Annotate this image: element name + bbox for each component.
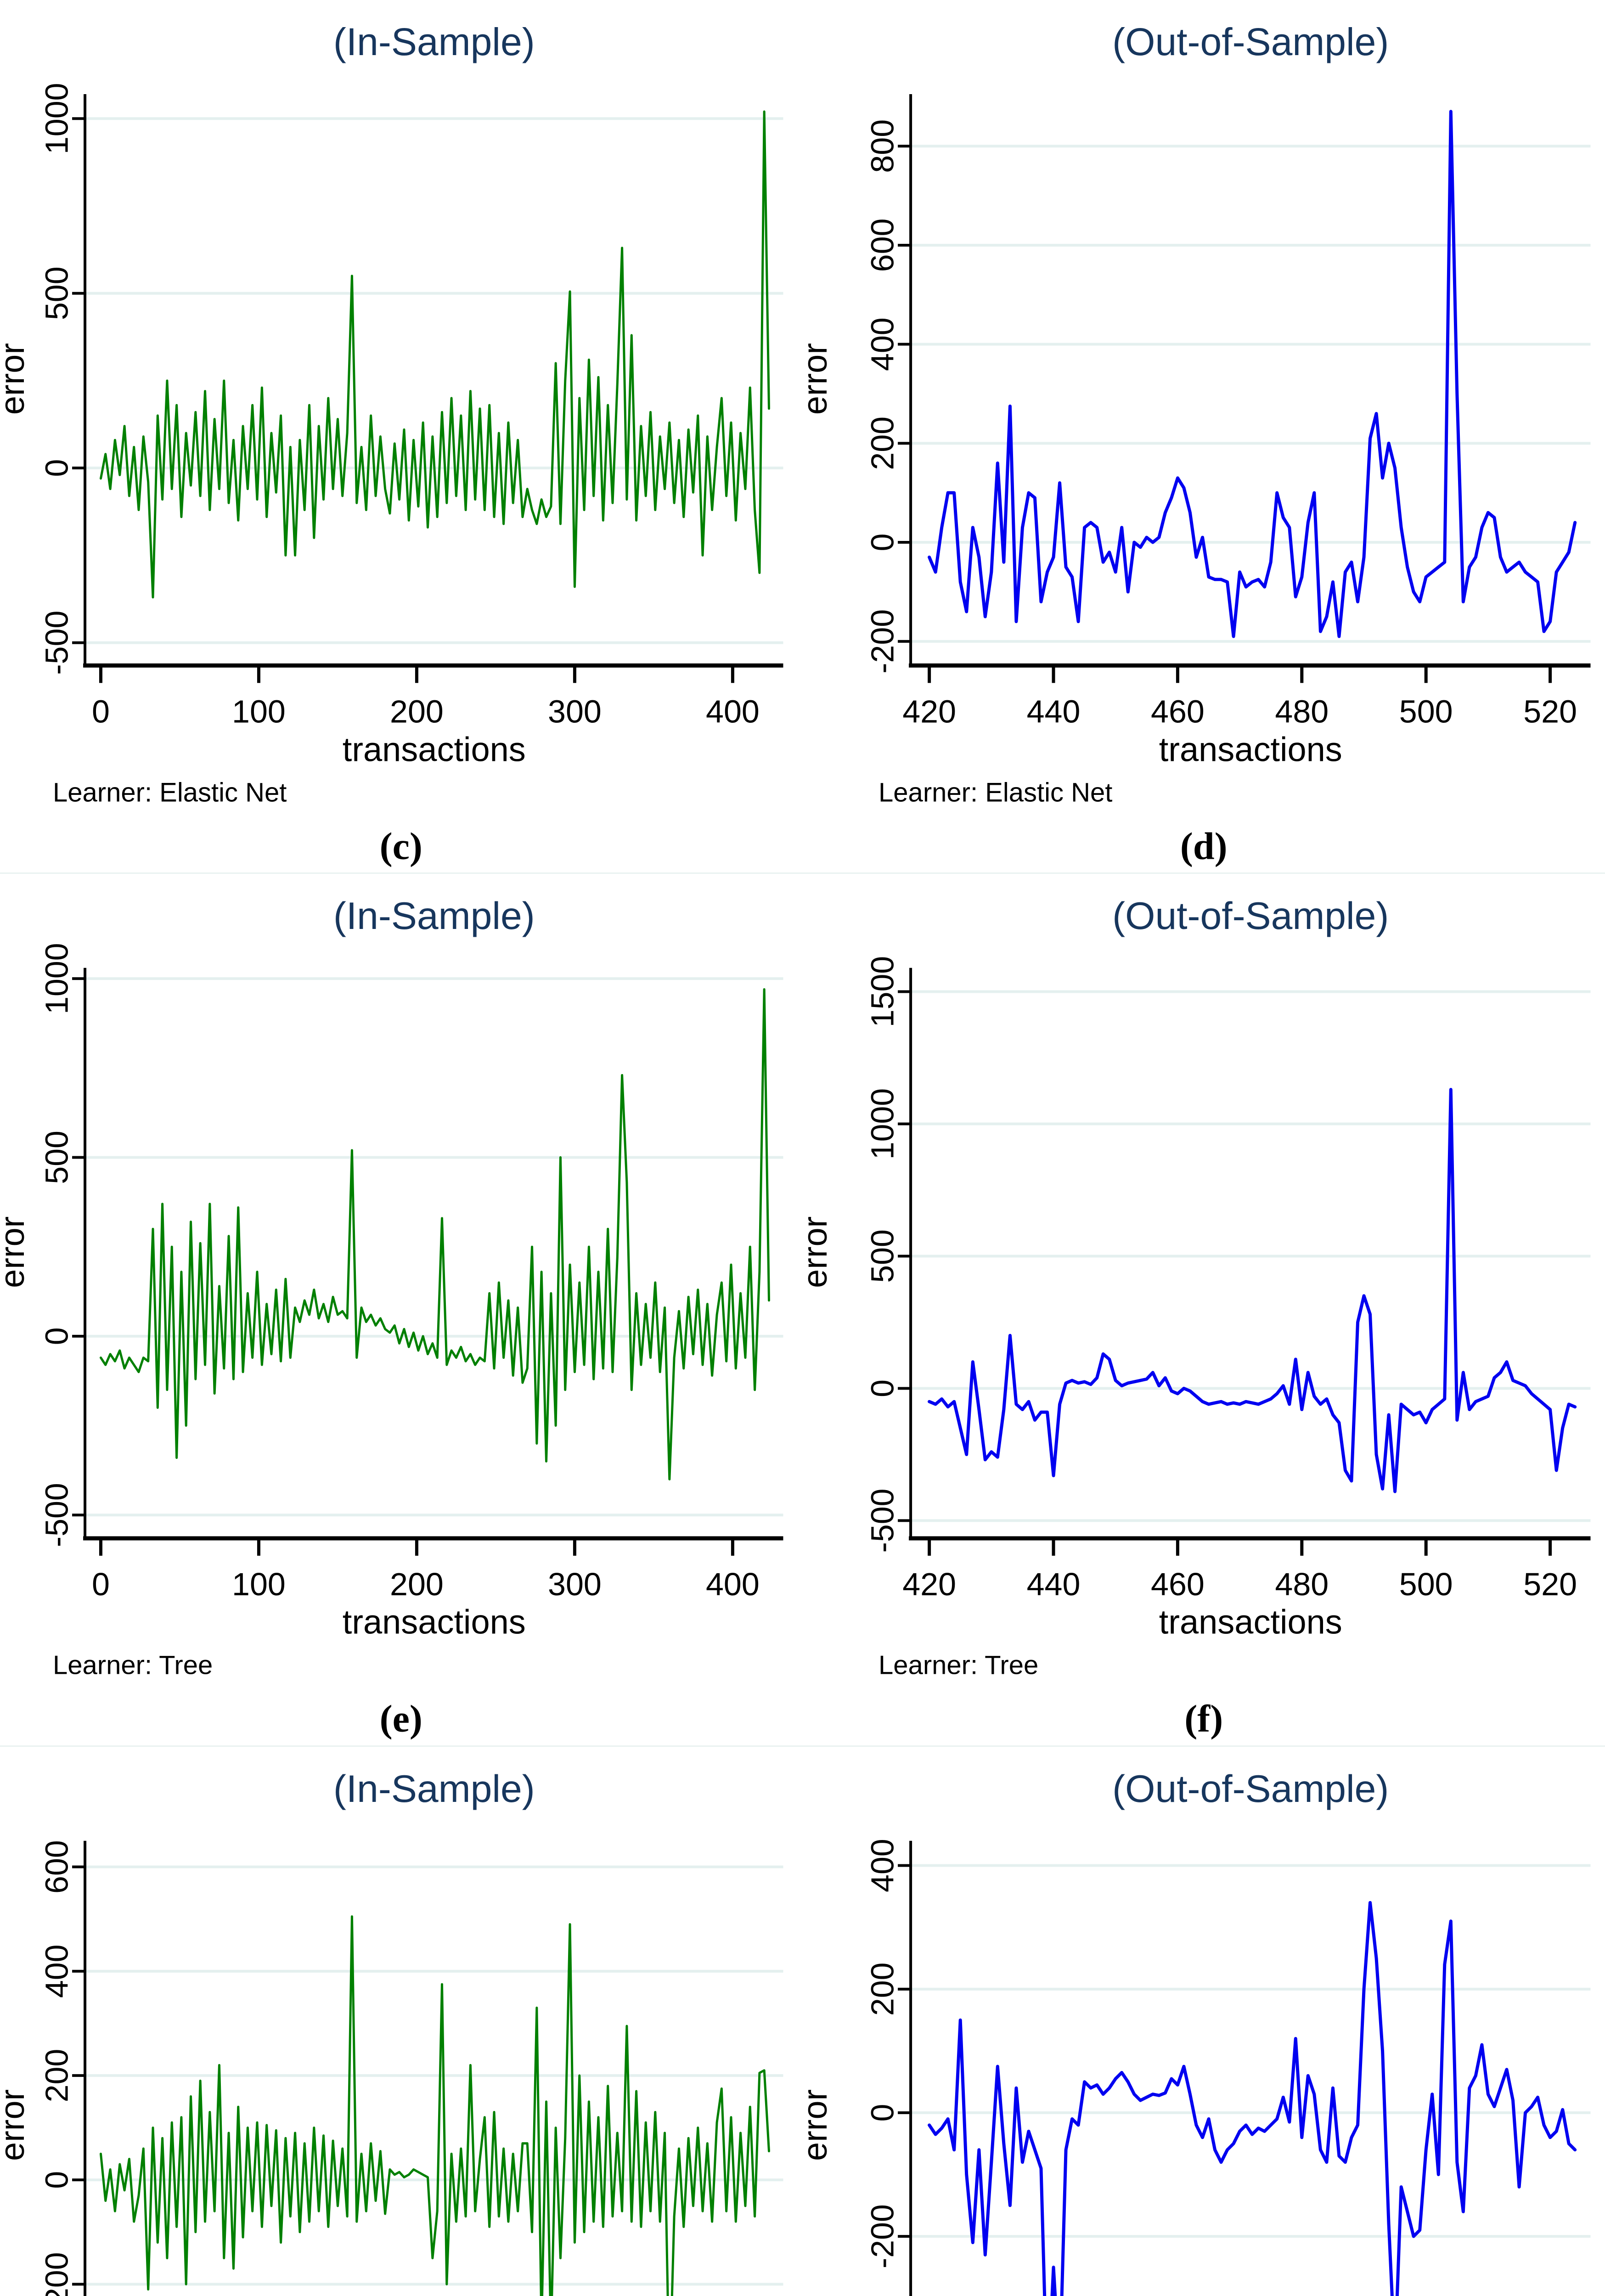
x-tick-label: 300 bbox=[548, 1566, 602, 1602]
y-tick-label: -200 bbox=[39, 2252, 74, 2296]
x-axis-label: transactions bbox=[1159, 1603, 1342, 1641]
series-line bbox=[927, 1088, 1577, 1493]
chart-in-sample-elastic-net: -500 0 500 1000 0 100 200 300 400 (In-Sample) er… bbox=[0, 20, 783, 867]
x-tick-label: 200 bbox=[390, 1566, 444, 1602]
x-tick-label: 100 bbox=[232, 1566, 286, 1602]
chart-title: (In-Sample) bbox=[333, 1767, 535, 1810]
series-line bbox=[927, 110, 1577, 638]
x-axis-label: transactions bbox=[343, 1603, 526, 1641]
x-axis-label: transactions bbox=[343, 730, 526, 768]
x-tick-label: 520 bbox=[1523, 1566, 1577, 1602]
chart-title: (Out-of-Sample) bbox=[1112, 20, 1389, 63]
plot-area: -500 0 500 1000 1500 420 440 460 480 500 520 bbox=[864, 956, 1590, 1602]
y-tick-label: -500 bbox=[39, 1483, 74, 1548]
y-tick-label: 500 bbox=[864, 1229, 900, 1283]
learner-note: Learner: Tree bbox=[879, 1651, 1038, 1680]
chart-title: (In-Sample) bbox=[333, 894, 535, 937]
subfigure-letter: (c) bbox=[380, 825, 422, 867]
chart-title: (In-Sample) bbox=[333, 20, 535, 63]
x-tick-label: 480 bbox=[1275, 1566, 1329, 1602]
x-tick-label: 460 bbox=[1151, 693, 1205, 729]
panel-g: -400-20002004006000100200300400 (In-Samp… bbox=[0, 1745, 803, 2296]
y-tick-label: 0 bbox=[39, 2171, 74, 2189]
x-tick-label: 400 bbox=[706, 693, 760, 729]
x-tick-label: 440 bbox=[1026, 1566, 1080, 1602]
chart-in-sample-tree: -500 0 500 1000 0 100 200 300 400 (In-Sample) er… bbox=[0, 894, 783, 1740]
y-tick-label: 600 bbox=[39, 1840, 74, 1894]
x-tick-label: 400 bbox=[706, 1566, 760, 1602]
chart-out-of-sample-elastic-net: -200 0 200 400 600 800 420 440 460 480 500 520 (Out… bbox=[803, 20, 1590, 867]
x-tick-label: 420 bbox=[902, 693, 956, 729]
y-tick-label: 0 bbox=[39, 1328, 74, 1345]
y-axis-label: error bbox=[803, 2089, 834, 2161]
y-tick-label: 600 bbox=[864, 219, 900, 272]
chart-out-of-sample-tree: -500 0 500 1000 1500 420 440 460 480 500 520 (Out-… bbox=[803, 894, 1590, 1740]
x-tick-label: 200 bbox=[390, 693, 444, 729]
learner-note: Learner: Elastic Net bbox=[879, 777, 1112, 807]
chart-in-sample-boost: -400-20002004006000100200300400 (In-Samp… bbox=[0, 1767, 783, 2296]
series-line bbox=[99, 1915, 770, 2296]
plot-area: -200 0 200 400 600 800 420 440 460 480 500 520 bbox=[864, 94, 1590, 729]
panel-h: -400-2000200400420440460480500520 (Out-o… bbox=[802, 1745, 1605, 2296]
y-tick-label: 0 bbox=[864, 534, 900, 551]
plot-area: -500 0 500 1000 0 100 200 300 400 bbox=[39, 943, 783, 1602]
panel-c: -500 0 500 1000 0 100 200 300 400 (In-Sample) er… bbox=[0, 0, 803, 872]
y-tick-label: 0 bbox=[864, 1379, 900, 1397]
panel-e: -500 0 500 1000 0 100 200 300 400 (In-Sample) er… bbox=[0, 872, 803, 1745]
chart-title: (Out-of-Sample) bbox=[1112, 894, 1389, 937]
y-tick-label: 200 bbox=[39, 2048, 74, 2102]
y-tick-label: 0 bbox=[39, 459, 75, 477]
plot-area: -400-20002004006000100200300400 bbox=[39, 1840, 783, 2296]
y-axis-label: error bbox=[803, 1216, 834, 1288]
series-line bbox=[927, 1901, 1577, 2296]
learner-note: Learner: Elastic Net bbox=[53, 777, 287, 807]
subfigure-letter: (f) bbox=[1184, 1698, 1223, 1740]
plot-area: -500 0 500 1000 0 100 200 300 400 bbox=[39, 83, 783, 729]
y-tick-label: 1000 bbox=[39, 943, 74, 1014]
chart-title: (Out-of-Sample) bbox=[1112, 1767, 1389, 1810]
y-tick-label: 400 bbox=[864, 317, 900, 371]
y-tick-label: 1000 bbox=[864, 1088, 900, 1159]
x-tick-label: 520 bbox=[1523, 693, 1577, 729]
x-tick-label: 420 bbox=[902, 1566, 956, 1602]
y-axis-label: error bbox=[803, 343, 834, 415]
y-tick-label: 800 bbox=[864, 119, 900, 173]
y-tick-label: 1500 bbox=[864, 956, 900, 1027]
series-line bbox=[99, 988, 770, 1481]
y-axis-label: error bbox=[0, 1216, 31, 1288]
y-tick-label: 200 bbox=[864, 1962, 900, 2016]
learner-note: Learner: Tree bbox=[53, 1651, 213, 1680]
y-tick-label: 500 bbox=[39, 266, 75, 320]
panel-f: -500 0 500 1000 1500 420 440 460 480 500 520 (Out-… bbox=[802, 872, 1605, 1745]
x-tick-label: 440 bbox=[1026, 693, 1080, 729]
y-tick-label: -200 bbox=[864, 2204, 900, 2268]
subfigure-letter: (d) bbox=[1180, 825, 1227, 867]
y-tick-label: 500 bbox=[39, 1131, 74, 1184]
x-axis-label: transactions bbox=[1159, 730, 1342, 768]
x-tick-label: 0 bbox=[92, 693, 110, 729]
y-tick-label: 1000 bbox=[39, 83, 75, 154]
y-tick-label: 400 bbox=[864, 1839, 900, 1892]
x-tick-label: 300 bbox=[548, 693, 602, 729]
y-axis-label: error bbox=[0, 343, 31, 415]
subfigure-letter: (e) bbox=[380, 1698, 422, 1740]
panel-d: -200 0 200 400 600 800 420 440 460 480 500 520 (Out… bbox=[803, 0, 1605, 872]
chart-out-of-sample-boost: -400-2000200400420440460480500520 (Out-o… bbox=[803, 1767, 1590, 2296]
y-tick-label: 400 bbox=[39, 1944, 74, 1998]
plot-area: -400-2000200400420440460480500520 bbox=[864, 1839, 1590, 2296]
y-tick-label: -500 bbox=[39, 611, 75, 675]
x-tick-label: 500 bbox=[1399, 693, 1453, 729]
y-tick-label: -500 bbox=[864, 1489, 900, 1553]
series-line bbox=[99, 110, 770, 599]
y-axis-label: error bbox=[0, 2089, 31, 2161]
x-tick-label: 0 bbox=[92, 1566, 110, 1602]
y-tick-label: 0 bbox=[864, 2104, 900, 2122]
x-tick-label: 100 bbox=[232, 693, 286, 729]
x-tick-label: 500 bbox=[1399, 1566, 1453, 1602]
x-tick-label: 460 bbox=[1151, 1566, 1205, 1602]
y-tick-label: 200 bbox=[864, 416, 900, 470]
y-tick-label: -200 bbox=[864, 609, 900, 674]
x-tick-label: 480 bbox=[1275, 693, 1329, 729]
